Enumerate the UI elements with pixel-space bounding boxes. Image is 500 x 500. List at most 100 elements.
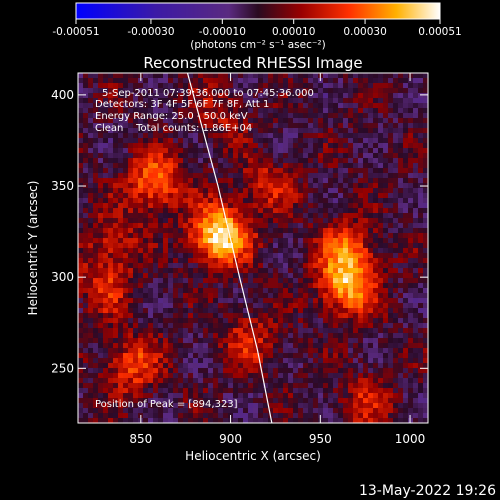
heatmap-cell (313, 393, 319, 399)
heatmap-cell (323, 253, 329, 259)
heatmap-cell (133, 418, 139, 423)
heatmap-cell (243, 323, 249, 329)
heatmap-cell (268, 118, 274, 124)
heatmap-cell (238, 128, 244, 134)
heatmap-cell (153, 328, 159, 334)
heatmap-cell (268, 308, 274, 314)
heatmap-cell (198, 158, 204, 164)
heatmap-cell (328, 113, 334, 119)
heatmap-cell (248, 363, 254, 369)
heatmap-cell (348, 233, 354, 239)
heatmap-cell (368, 378, 374, 384)
heatmap-cell (418, 263, 424, 269)
heatmap-cell (333, 293, 339, 299)
heatmap-cell (278, 93, 284, 99)
heatmap-cell (173, 193, 179, 199)
heatmap-cell (388, 413, 394, 419)
heatmap-cell (123, 243, 129, 249)
heatmap-cell (253, 268, 259, 274)
heatmap-cell (118, 133, 124, 139)
heatmap-cell (108, 353, 114, 359)
heatmap-cell (328, 128, 334, 134)
heatmap-cell (403, 318, 409, 324)
heatmap-cell (163, 258, 169, 264)
heatmap-cell (418, 123, 424, 129)
heatmap-cell (163, 338, 169, 344)
heatmap-cell (418, 138, 424, 144)
heatmap-cell (298, 288, 304, 294)
heatmap-cell (368, 223, 374, 229)
heatmap-cell (108, 223, 114, 229)
heatmap-cell (423, 83, 428, 89)
heatmap-cell (173, 358, 179, 364)
heatmap-cell (228, 233, 234, 239)
heatmap-cell (223, 393, 229, 399)
heatmap-cell (238, 173, 244, 179)
heatmap-cell (273, 208, 279, 214)
heatmap-cell (373, 393, 379, 399)
heatmap-cell (93, 128, 99, 134)
heatmap-cell (83, 373, 89, 379)
heatmap-cell (308, 278, 314, 284)
heatmap-cell (343, 263, 349, 269)
heatmap-cell (178, 303, 184, 309)
heatmap-cell (338, 233, 344, 239)
heatmap-cell (378, 183, 384, 189)
heatmap-cell (423, 128, 428, 134)
heatmap-cell (318, 198, 324, 204)
heatmap-cell (353, 403, 359, 409)
heatmap-cell (223, 248, 229, 254)
heatmap-cell (273, 388, 279, 394)
heatmap-cell (223, 323, 229, 329)
heatmap-cell (168, 308, 174, 314)
heatmap-cell (103, 98, 109, 104)
heatmap-cell (163, 203, 169, 209)
heatmap-cell (383, 418, 389, 423)
heatmap-cell (208, 228, 214, 234)
heatmap-cell (343, 253, 349, 259)
heatmap-cell (188, 218, 194, 224)
heatmap-cell (218, 288, 224, 294)
heatmap-cell (278, 333, 284, 339)
heatmap-cell (313, 163, 319, 169)
heatmap-cell (333, 323, 339, 329)
heatmap-cell (278, 188, 284, 194)
heatmap-cell (363, 238, 369, 244)
heatmap-cell (288, 263, 294, 269)
heatmap-cell (218, 73, 224, 79)
heatmap-cell (293, 338, 299, 344)
heatmap-cell (418, 408, 424, 414)
heatmap-cell (158, 133, 164, 139)
heatmap-cell (248, 178, 254, 184)
heatmap-cell (423, 363, 428, 369)
heatmap-cell (403, 188, 409, 194)
heatmap-cell (213, 258, 219, 264)
heatmap-cell (198, 153, 204, 159)
heatmap-cell (263, 268, 269, 274)
heatmap-cell (378, 248, 384, 254)
heatmap-cell (118, 238, 124, 244)
heatmap-cell (253, 303, 259, 309)
heatmap-cell (143, 273, 149, 279)
heatmap-cell (83, 98, 89, 104)
heatmap-cell (78, 333, 84, 339)
heatmap-cell (283, 143, 289, 149)
heatmap-cell (258, 218, 264, 224)
heatmap-cell (413, 148, 419, 154)
heatmap-cell (248, 323, 254, 329)
heatmap-cell (143, 408, 149, 414)
heatmap-cell (273, 263, 279, 269)
heatmap-cell (283, 198, 289, 204)
heatmap-cell (228, 188, 234, 194)
heatmap-cell (308, 133, 314, 139)
heatmap-cell (203, 108, 209, 114)
heatmap-cell (423, 278, 428, 284)
heatmap-cell (333, 298, 339, 304)
heatmap-cell (113, 398, 119, 404)
heatmap-cell (363, 183, 369, 189)
heatmap-cell (218, 138, 224, 144)
heatmap-cell (143, 228, 149, 234)
heatmap-cell (333, 223, 339, 229)
heatmap-cell (113, 358, 119, 364)
heatmap-cell (168, 333, 174, 339)
